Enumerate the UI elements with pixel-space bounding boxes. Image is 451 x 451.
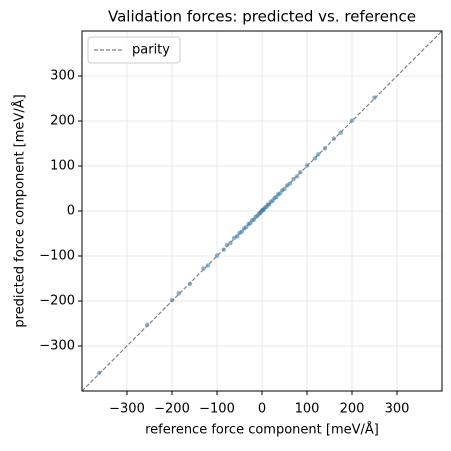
y-tick-label: 0 (67, 204, 75, 219)
x-tick-label: 100 (295, 402, 320, 417)
point (176, 291, 181, 296)
y-tick-label: 200 (50, 114, 75, 129)
point (201, 266, 206, 271)
plot-frame (81, 30, 443, 392)
y-tick-label: −300 (39, 339, 75, 354)
x-tick-label: −100 (199, 402, 235, 417)
point (145, 322, 150, 328)
y-tick-label: −200 (39, 294, 75, 309)
legend-box (87, 36, 181, 64)
y-axis-label: predicted force component [meV/Å] (12, 94, 28, 327)
x-tick-label: 0 (258, 402, 266, 417)
x-tick-label: 300 (385, 402, 410, 417)
y-tick-label: 100 (50, 159, 75, 174)
y-tick-label: 300 (50, 69, 75, 84)
parity-line (81, 30, 443, 392)
legend-label: parity (132, 43, 170, 58)
point (96, 370, 102, 376)
point (372, 95, 377, 100)
x-tick-label: −200 (154, 402, 190, 417)
point (187, 281, 193, 287)
point (224, 243, 230, 248)
y-tick-label: −100 (39, 249, 75, 264)
point (169, 297, 175, 303)
chart-title: Validation forces: predicted vs. referen… (108, 8, 416, 26)
x-tick-label: 200 (340, 402, 365, 417)
x-axis-label: reference force component [meV/Å] (145, 422, 379, 438)
x-tick-label: −300 (109, 402, 145, 417)
